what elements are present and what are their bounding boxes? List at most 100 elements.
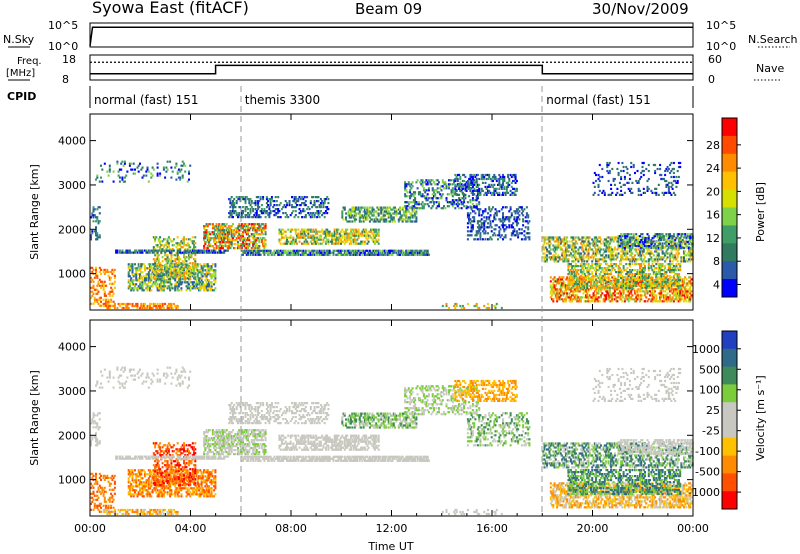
- power-cell: [582, 292, 585, 295]
- power-cell: [366, 242, 369, 245]
- power-cell: [219, 243, 222, 246]
- power-cell: [181, 268, 184, 271]
- power-cell: [160, 271, 163, 274]
- power-cell: [572, 242, 575, 245]
- power-cell: [574, 298, 577, 301]
- power-cell: [159, 304, 162, 308]
- power-cell: [476, 230, 479, 233]
- power-cell: [191, 266, 194, 269]
- power-cell: [200, 275, 203, 278]
- power-cell: [160, 250, 163, 253]
- power-cell: [233, 202, 236, 205]
- power-cell: [592, 258, 595, 261]
- power-cell: [245, 196, 248, 199]
- power-cell: [279, 253, 282, 256]
- power-cell: [574, 290, 577, 293]
- power-cell: [381, 216, 384, 219]
- power-cell: [590, 296, 593, 299]
- power-cell: [680, 244, 683, 247]
- power-cell: [185, 285, 188, 288]
- power-cell: [293, 228, 296, 231]
- power-cell: [455, 185, 458, 188]
- power-cell: [626, 258, 629, 261]
- power-cell: [220, 223, 223, 226]
- power-cell: [221, 237, 224, 240]
- power-cell: [131, 279, 134, 282]
- power-cell: [559, 280, 562, 283]
- power-cell: [221, 229, 224, 232]
- power-cell: [593, 298, 596, 301]
- cpid-label: CPID: [7, 90, 36, 103]
- power-cell: [372, 236, 375, 239]
- power-cell: [572, 236, 575, 239]
- power-cell: [347, 234, 350, 237]
- power-cell: [576, 252, 579, 255]
- power-cell: [657, 254, 660, 257]
- power-cell: [188, 246, 191, 249]
- power-cell: [655, 250, 658, 253]
- power-cell: [156, 266, 159, 269]
- power-cell: [159, 270, 162, 273]
- power-cell: [464, 189, 467, 192]
- power-cell: [164, 302, 167, 306]
- power-cell: [355, 232, 358, 235]
- power-cell: [465, 205, 468, 208]
- power-cell: [372, 230, 375, 233]
- power-cell: [563, 236, 566, 239]
- power-cell: [284, 212, 287, 215]
- power-cell: [260, 212, 263, 215]
- power-cell: [127, 271, 130, 274]
- power-cell: [613, 248, 616, 251]
- power-cell: [690, 248, 693, 251]
- power-cell: [596, 248, 599, 251]
- power-cell: [453, 201, 456, 204]
- power-cell: [593, 244, 596, 247]
- power-cell: [484, 230, 487, 233]
- power-cell: [161, 260, 164, 263]
- power-cell: [404, 193, 407, 196]
- power-cell: [616, 286, 619, 289]
- power-cell: [625, 294, 628, 297]
- power-cell: [326, 232, 329, 235]
- power-cell: [368, 206, 371, 209]
- power-cell: [179, 248, 182, 251]
- power-cell: [410, 212, 413, 215]
- power-cell: [134, 249, 137, 252]
- power-cell: [121, 249, 124, 252]
- power-cell: [422, 251, 425, 254]
- power-cell: [200, 277, 203, 280]
- power-cell: [469, 189, 472, 192]
- power-cell: [350, 228, 353, 231]
- power-cell: [424, 191, 427, 194]
- power-cell: [405, 251, 408, 254]
- power-cell: [233, 239, 236, 242]
- power-cell: [363, 240, 366, 243]
- power-cell: [223, 237, 226, 240]
- power-cell: [142, 306, 145, 310]
- power-cell: [547, 242, 550, 245]
- power-cell: [481, 238, 484, 241]
- power-cell: [630, 248, 633, 251]
- power-cell: [155, 260, 158, 263]
- power-cell: [449, 201, 452, 204]
- power-cell: [255, 231, 258, 234]
- power-cell: [303, 228, 306, 231]
- power-cell: [95, 292, 98, 295]
- power-cell: [595, 260, 598, 263]
- power-cell: [672, 240, 675, 243]
- power-cell: [512, 173, 515, 177]
- power-cell: [215, 237, 218, 240]
- power-cell: [160, 264, 163, 267]
- power-cell: [361, 234, 364, 237]
- power-cell: [527, 236, 530, 239]
- power-cell: [128, 287, 131, 290]
- power-cell: [283, 249, 286, 252]
- power-cell: [515, 222, 518, 225]
- power-cell: [645, 238, 648, 241]
- power-cell: [513, 216, 516, 219]
- power-cell: [587, 278, 590, 281]
- power-cell: [263, 245, 266, 248]
- power-cell: [165, 266, 168, 269]
- power-cell: [632, 298, 635, 301]
- power-cell: [238, 206, 241, 209]
